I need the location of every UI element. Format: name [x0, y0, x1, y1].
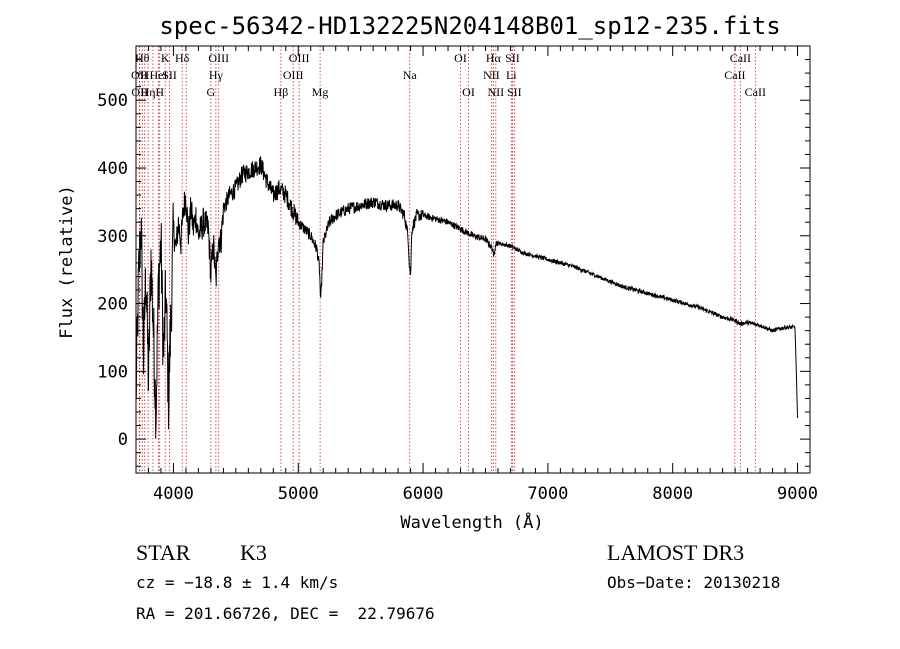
line-markers — [138, 46, 756, 473]
plot-frame — [135, 45, 811, 474]
x-axis-ticks — [135, 46, 811, 473]
x-tick-label-8000: 8000 — [652, 484, 693, 504]
line-marker-label-16: OIII — [283, 68, 304, 82]
x-tick-label-7000: 7000 — [527, 484, 568, 504]
line-marker-label-23: Hα — [486, 51, 502, 65]
x-axis-tick-labels: 4000 5000 6000 7000 8000 9000 — [153, 484, 818, 504]
object-class: STAR — [136, 540, 191, 565]
line-marker-label-25: Li — [506, 68, 517, 82]
y-tick-label-400: 400 — [97, 159, 128, 179]
line-marker-labels: OIIOIIHθHHηHeIHKSIIHδGHγOIIIHβOIIIOIIIMg… — [131, 51, 766, 99]
line-marker-label-15: Hβ — [274, 85, 289, 99]
line-marker-label-22: NII — [483, 68, 500, 82]
redshift-cz: cz = −18.8 ± 1.4 km/s — [136, 573, 338, 592]
line-marker-label-3: H — [140, 68, 149, 82]
line-marker-label-30: CaII — [745, 85, 766, 99]
y-tick-label-200: 200 — [97, 295, 128, 315]
x-tick-label-6000: 6000 — [403, 484, 444, 504]
y-tick-label-500: 500 — [97, 91, 128, 111]
line-marker-label-14: OIII — [208, 51, 229, 65]
line-marker-label-0: OII — [131, 68, 148, 82]
chart-title: spec-56342-HD132225N204148B01_sp12-235.f… — [159, 12, 780, 40]
line-marker-label-19: Na — [403, 68, 418, 82]
x-axis-label: Wavelength (Å) — [400, 511, 543, 533]
line-marker-label-21: OI — [462, 85, 475, 99]
line-marker-label-13: Hγ — [209, 68, 224, 82]
line-marker-label-9: SII — [162, 68, 177, 82]
line-marker-label-24: NII — [488, 85, 505, 99]
line-marker-label-28: CaII — [724, 68, 745, 82]
line-marker-label-6: HeI — [149, 68, 167, 82]
line-marker-label-27: SII — [507, 85, 522, 99]
line-marker-label-2: Hθ — [135, 51, 150, 65]
x-tick-label-9000: 9000 — [777, 484, 818, 504]
line-marker-label-17: OIII — [289, 51, 310, 65]
x-tick-label-5000: 5000 — [278, 484, 319, 504]
y-tick-label-300: 300 — [97, 227, 128, 247]
line-marker-label-26: SII — [505, 51, 520, 65]
y-tick-label-0: 0 — [118, 430, 128, 450]
line-marker-label-18: Mg — [312, 85, 329, 99]
line-marker-label-29: CaII — [730, 51, 751, 65]
line-marker-label-12: G — [207, 85, 216, 99]
line-marker-label-4: Hη — [141, 85, 156, 99]
x-tick-label-4000: 4000 — [153, 484, 194, 504]
line-marker-label-20: OI — [454, 51, 467, 65]
y-axis-label: Flux (relative) — [57, 185, 77, 339]
line-marker-label-8: K — [161, 51, 170, 65]
survey-name: LAMOST DR3 — [607, 540, 744, 565]
ra-dec-coordinates: RA = 201.66726, DEC = 22.79676 — [136, 604, 435, 623]
flux-series-line — [135, 156, 798, 439]
object-subclass: K3 — [240, 540, 267, 565]
y-axis-ticks — [136, 45, 810, 467]
y-tick-label-100: 100 — [97, 362, 128, 382]
line-marker-label-7: H — [155, 85, 164, 99]
observation-date: Obs−Date: 20130218 — [607, 573, 780, 592]
y-axis-tick-labels: 0 100 200 300 400 500 — [97, 91, 128, 450]
line-marker-label-10: Hδ — [175, 51, 190, 65]
